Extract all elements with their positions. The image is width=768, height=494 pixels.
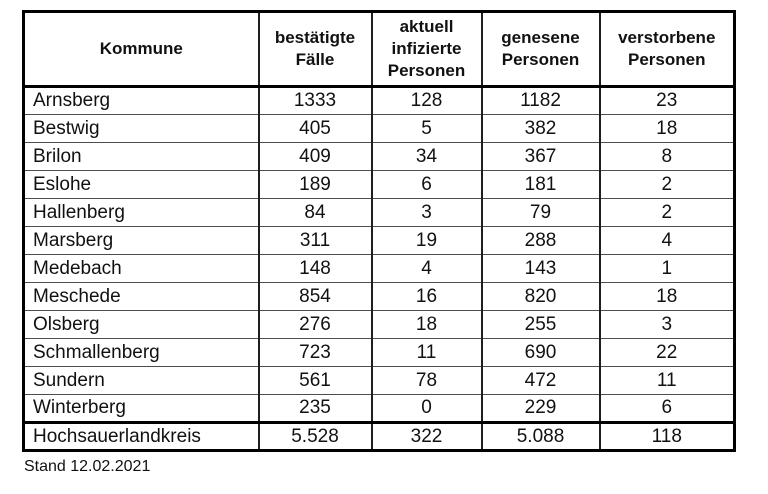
table-row: Arnsberg 1333 128 1182 23 xyxy=(22,86,736,115)
value-cell: 18 xyxy=(370,310,483,339)
value-cell: 5 xyxy=(370,114,483,143)
value-cell: 690 xyxy=(480,338,601,367)
value-cell: 472 xyxy=(480,366,601,395)
value-cell: 148 xyxy=(257,254,373,283)
kommune-cell: Winterberg xyxy=(22,394,260,423)
value-cell: 311 xyxy=(257,226,373,255)
stand-date: Stand 12.02.2021 xyxy=(24,458,151,475)
value-cell: 78 xyxy=(370,366,483,395)
value-cell: 22 xyxy=(598,338,736,367)
table-header: Kommune bestätigte Fälle aktuell infizie… xyxy=(22,11,736,88)
value-cell: 288 xyxy=(480,226,601,255)
kommune-cell: Hallenberg xyxy=(22,198,260,227)
table-row: Schmallenberg 723 11 690 22 xyxy=(22,338,736,367)
covid-statistics-table: Kommune bestätigte Fälle aktuell infizie… xyxy=(22,10,736,452)
value-cell: 3 xyxy=(370,198,483,227)
value-cell: 128 xyxy=(370,86,483,115)
value-cell: 3 xyxy=(598,310,736,339)
value-cell: 854 xyxy=(257,282,373,311)
value-cell: 276 xyxy=(257,310,373,339)
header-row: Kommune bestätigte Fälle aktuell infizie… xyxy=(22,11,736,88)
value-cell: 8 xyxy=(598,142,736,171)
table-row: Hallenberg 84 3 79 2 xyxy=(22,198,736,227)
value-cell: 84 xyxy=(257,198,373,227)
value-cell: 1182 xyxy=(480,86,601,115)
value-cell: 561 xyxy=(257,366,373,395)
table-row: Bestwig 405 5 382 18 xyxy=(22,114,736,143)
table-body: Arnsberg 1333 128 1182 23 Bestwig 405 5 382 18 Bri… xyxy=(22,86,736,451)
value-cell: 0 xyxy=(370,394,483,423)
table-row: Meschede 854 16 820 18 xyxy=(22,282,736,311)
value-cell: 6 xyxy=(370,170,483,199)
value-cell: 4 xyxy=(598,226,736,255)
column-header-bestaetigte-faelle: bestätigte Fälle xyxy=(257,11,373,88)
kommune-cell: Marsberg xyxy=(22,226,260,255)
column-header-verstorbene: verstorbene Personen xyxy=(598,11,736,88)
value-cell: 34 xyxy=(370,142,483,171)
table-row: Marsberg 311 19 288 4 xyxy=(22,226,736,255)
table-row: Olsberg 276 18 255 3 xyxy=(22,310,736,339)
value-cell: 367 xyxy=(480,142,601,171)
value-cell: 409 xyxy=(257,142,373,171)
kommune-cell: Meschede xyxy=(22,282,260,311)
value-cell: 5.528 xyxy=(257,421,373,451)
kommune-cell: Hochsauerlandkreis xyxy=(22,421,260,451)
value-cell: 18 xyxy=(598,282,736,311)
value-cell: 255 xyxy=(480,310,601,339)
kommune-cell: Arnsberg xyxy=(22,86,260,115)
kommune-cell: Bestwig xyxy=(22,114,260,143)
value-cell: 16 xyxy=(370,282,483,311)
value-cell: 820 xyxy=(480,282,601,311)
value-cell: 1333 xyxy=(257,86,373,115)
table-row: Eslohe 189 6 181 2 xyxy=(22,170,736,199)
value-cell: 235 xyxy=(257,394,373,423)
value-cell: 4 xyxy=(370,254,483,283)
value-cell: 19 xyxy=(370,226,483,255)
total-row: Hochsauerlandkreis 5.528 322 5.088 118 xyxy=(22,421,736,451)
value-cell: 118 xyxy=(598,421,736,451)
value-cell: 189 xyxy=(257,170,373,199)
value-cell: 382 xyxy=(480,114,601,143)
kommune-cell: Eslohe xyxy=(22,170,260,199)
value-cell: 6 xyxy=(598,394,736,423)
value-cell: 11 xyxy=(370,338,483,367)
value-cell: 18 xyxy=(598,114,736,143)
column-header-genesene: genesene Personen xyxy=(480,11,601,88)
kommune-cell: Olsberg xyxy=(22,310,260,339)
value-cell: 11 xyxy=(598,366,736,395)
value-cell: 405 xyxy=(257,114,373,143)
table-row: Brilon 409 34 367 8 xyxy=(22,142,736,171)
value-cell: 229 xyxy=(480,394,601,423)
column-header-kommune: Kommune xyxy=(22,11,260,88)
value-cell: 143 xyxy=(480,254,601,283)
table-row: Winterberg 235 0 229 6 xyxy=(22,394,736,423)
kommune-cell: Sundern xyxy=(22,366,260,395)
value-cell: 5.088 xyxy=(480,421,601,451)
value-cell: 723 xyxy=(257,338,373,367)
value-cell: 2 xyxy=(598,198,736,227)
table-row: Sundern 561 78 472 11 xyxy=(22,366,736,395)
column-header-aktuell-infizierte: aktuell infizierte Personen xyxy=(370,11,483,88)
value-cell: 322 xyxy=(370,421,483,451)
value-cell: 2 xyxy=(598,170,736,199)
kommune-cell: Medebach xyxy=(22,254,260,283)
kommune-cell: Brilon xyxy=(22,142,260,171)
value-cell: 23 xyxy=(598,86,736,115)
value-cell: 79 xyxy=(480,198,601,227)
table-row: Medebach 148 4 143 1 xyxy=(22,254,736,283)
value-cell: 181 xyxy=(480,170,601,199)
kommune-cell: Schmallenberg xyxy=(22,338,260,367)
value-cell: 1 xyxy=(598,254,736,283)
